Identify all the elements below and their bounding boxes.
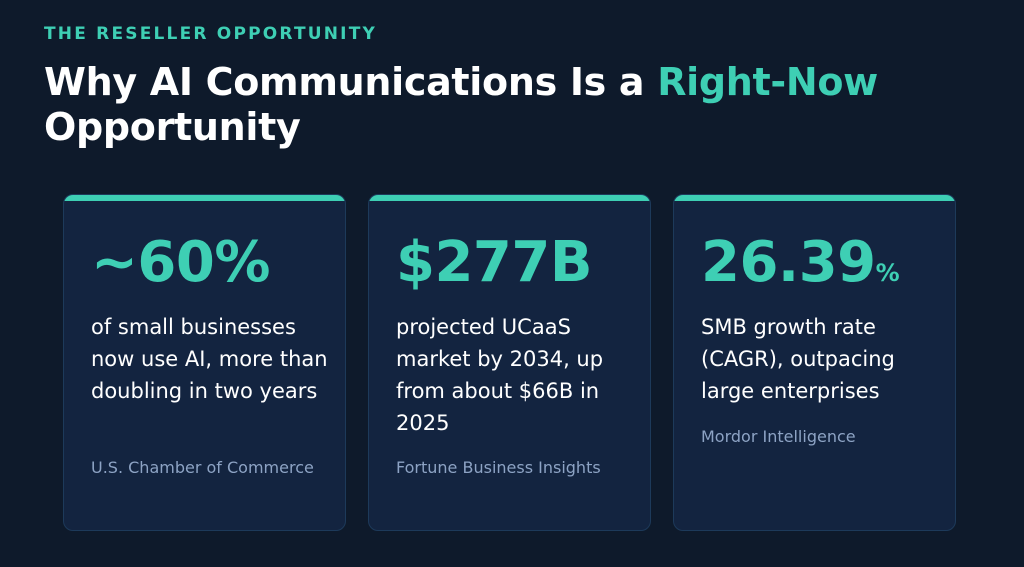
stat-source: Mordor Intelligence — [701, 427, 856, 446]
stat-description: projected UCaaS market by 2034, up from … — [396, 315, 604, 435]
card-accent-bar — [369, 195, 650, 201]
stat-number: $277B — [396, 230, 593, 295]
card-accent-bar — [64, 195, 345, 201]
title-main-text: Why AI Communications Is a — [44, 60, 658, 104]
stat-card-ucaas-market: $277B projected UCaaS market by 2034, up… — [368, 194, 651, 531]
stat-source: U.S. Chamber of Commerce — [91, 458, 314, 477]
stat-number: ~60% — [91, 230, 270, 295]
stat-card-small-business-ai: ~60% of small businesses now use AI, mor… — [63, 194, 346, 531]
stat-value: 26.39% — [701, 231, 900, 305]
stat-card-smb-growth-rate: 26.39% SMB growth rate (CAGR), outpacing… — [673, 194, 956, 531]
stat-number: 26.39 — [701, 230, 876, 295]
stat-source: Fortune Business Insights — [396, 458, 601, 477]
title-end-text: Opportunity — [44, 105, 301, 149]
stat-value: ~60% — [91, 231, 270, 305]
page-title: Why AI Communications Is a Right-Now Opp… — [44, 60, 1004, 150]
stat-description: SMB growth rate (CAGR), outpacing large … — [701, 315, 895, 403]
stat-description: of small businesses now use AI, more tha… — [91, 315, 328, 403]
title-accent-text: Right-Now — [657, 60, 878, 104]
card-accent-bar — [674, 195, 955, 201]
eyebrow-label: THE RESELLER OPPORTUNITY — [44, 24, 378, 44]
stat-value: $277B — [396, 230, 593, 305]
stat-unit: % — [875, 259, 900, 287]
